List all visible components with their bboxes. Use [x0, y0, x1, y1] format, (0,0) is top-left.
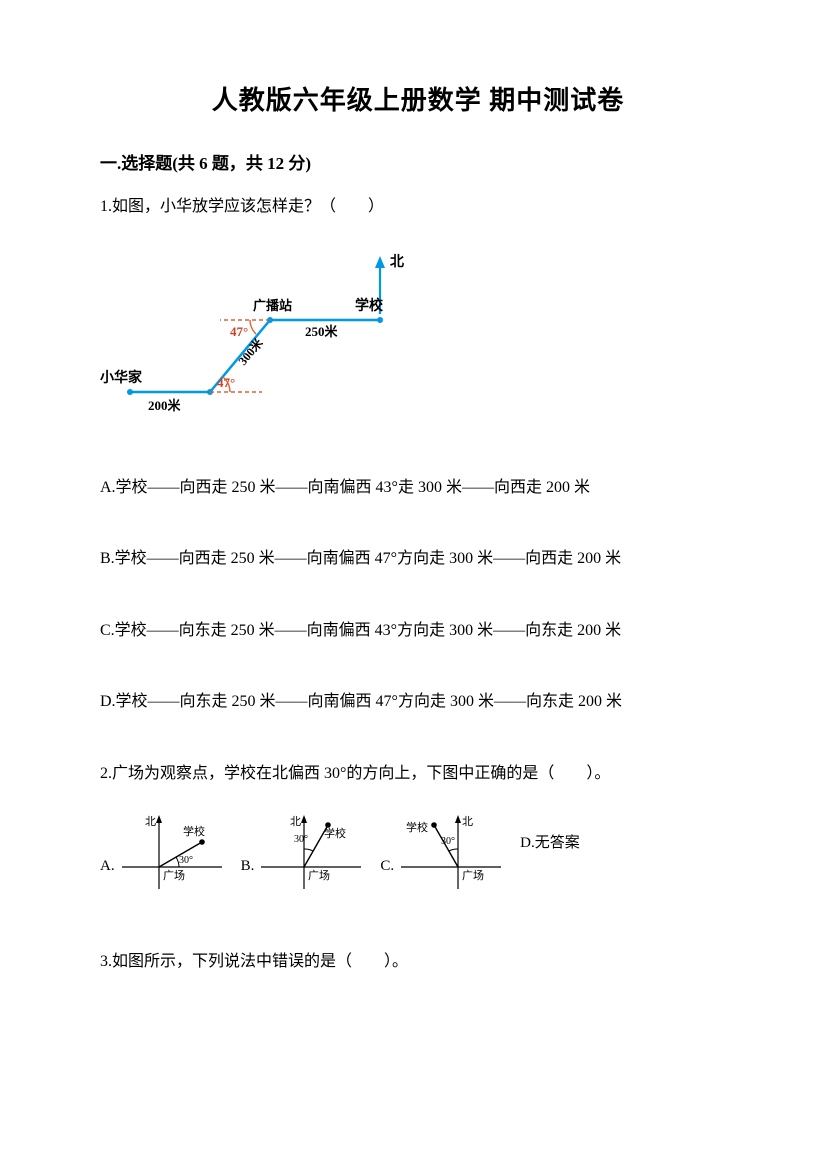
dist-bottom: 200米: [148, 398, 182, 413]
q2-svg-b: 北 广场 学校 30°: [256, 809, 366, 899]
broadcast-label: 广播站: [253, 298, 292, 313]
q1-option-c: C.学校——向东走 250 米——向南偏西 43°方向走 300 米——向东走 …: [100, 618, 736, 644]
svg-text:广场: 广场: [462, 868, 484, 882]
svg-text:学校: 学校: [406, 820, 428, 834]
dist-top: 250米: [305, 324, 339, 339]
north-label: 北: [390, 254, 404, 270]
q1-stem: 1.如图，小华放学应该怎样走？（ ）: [100, 194, 736, 220]
page-title: 人教版六年级上册数学 期中测试卷: [100, 80, 736, 117]
q1-option-a: A.学校——向西走 250 米——向南偏西 43°走 300 米——向西走 20…: [100, 475, 736, 501]
q2-svg-c: 北 广场 学校 30°: [396, 809, 506, 899]
q2-label-b: B.: [241, 858, 255, 899]
q2-stem: 2.广场为观察点，学校在北偏西 30°的方向上，下图中正确的是（ ）。: [100, 761, 736, 787]
svg-text:30°: 30°: [294, 834, 308, 845]
svg-text:北: 北: [145, 815, 156, 828]
angle-top: 47°: [230, 324, 248, 339]
svg-text:广场: 广场: [163, 868, 185, 882]
svg-text:30°: 30°: [441, 836, 455, 847]
school-label: 学校: [355, 297, 384, 314]
q2-label-d: D.无答案: [520, 831, 580, 876]
svg-text:30°: 30°: [179, 855, 193, 866]
svg-text:学校: 学校: [324, 826, 346, 840]
q1-option-d: D.学校——向东走 250 米——向南偏西 47°方向走 300 米——向东走 …: [100, 689, 736, 715]
q3-stem: 3.如图所示，下列说法中错误的是（ ）。: [100, 949, 736, 975]
svg-text:北: 北: [290, 815, 301, 828]
q2-label-c: C.: [380, 858, 394, 899]
q2-diagram-row: A. 北 广场 学校 30° B. 北: [100, 809, 736, 899]
angle-bottom: 47°: [217, 375, 235, 390]
home-label: 小华家: [100, 369, 143, 386]
svg-text:广场: 广场: [308, 868, 330, 882]
q2-svg-a: 北 广场 学校 30°: [117, 809, 227, 899]
section-header: 一.选择题(共 6 题，共 12 分): [100, 149, 736, 174]
q1-option-b: B.学校——向西走 250 米——向南偏西 47°方向走 300 米——向西走 …: [100, 546, 736, 572]
dist-mid: 300米: [235, 334, 266, 367]
q1-diagram: 北 广播站 学校 250米 47° 300米 47° 小华家 200米: [100, 242, 736, 447]
q2-label-a: A.: [100, 858, 115, 899]
svg-text:学校: 学校: [183, 824, 205, 838]
svg-text:北: 北: [462, 815, 473, 828]
